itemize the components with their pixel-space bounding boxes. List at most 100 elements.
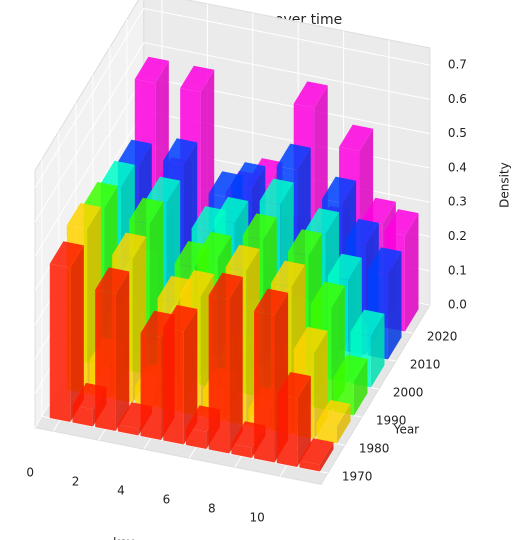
y-tick-label: 1980 xyxy=(359,442,390,456)
y-axis-label: Year xyxy=(393,422,419,436)
bar-top xyxy=(305,208,340,235)
bar-top xyxy=(191,206,226,233)
bar-top xyxy=(95,267,130,294)
bar xyxy=(350,309,385,388)
bar-top xyxy=(384,209,419,236)
bar-top xyxy=(293,326,328,354)
bar-top xyxy=(293,81,328,108)
bar-top xyxy=(322,176,357,204)
bar-side xyxy=(297,376,311,468)
bar-top xyxy=(259,178,294,205)
bar-front xyxy=(95,289,116,432)
bar-side xyxy=(183,308,198,445)
bar-front xyxy=(299,460,320,472)
bar-top xyxy=(180,270,215,297)
bar-top xyxy=(288,229,323,256)
y-tick-label: 2000 xyxy=(393,386,424,400)
bar-top xyxy=(271,260,306,288)
bar-side xyxy=(70,245,84,423)
bar-top xyxy=(180,65,215,93)
y-tick-label: 1970 xyxy=(342,470,373,484)
bar-top xyxy=(157,275,192,303)
bar-side xyxy=(336,403,351,444)
bar-top xyxy=(112,232,147,260)
bar-front xyxy=(276,394,298,468)
bar-side-shade xyxy=(183,308,198,445)
bar-top xyxy=(276,372,311,399)
bar-front xyxy=(163,327,184,445)
bar-side xyxy=(115,271,130,432)
x-tick-label: 0 xyxy=(26,466,34,480)
bar-top xyxy=(333,354,368,382)
bar-top xyxy=(146,176,181,204)
bar-top xyxy=(242,213,277,240)
bar xyxy=(163,304,198,445)
bar-top xyxy=(299,438,334,465)
z-tick-label: 0.6 xyxy=(448,92,467,106)
bar-top xyxy=(140,310,175,338)
x-axis-label: key xyxy=(113,536,134,540)
bar-side xyxy=(370,313,385,388)
bar-side xyxy=(353,358,368,416)
bar-front xyxy=(254,311,275,463)
grid-line xyxy=(34,7,430,188)
bar-side xyxy=(319,442,334,472)
bar-top xyxy=(276,143,311,171)
bar-side-shade xyxy=(229,276,243,454)
bar-front xyxy=(231,443,252,459)
bar xyxy=(316,399,351,444)
z-tick-label: 0.3 xyxy=(448,195,467,209)
x-tick-label: 8 xyxy=(208,502,216,516)
bar-side-shade xyxy=(115,271,130,432)
y-tick-label: 2020 xyxy=(427,330,458,344)
bar-top xyxy=(66,203,101,230)
bar-side-shade xyxy=(370,313,385,388)
bar-top xyxy=(339,124,374,152)
bar-front xyxy=(316,422,337,444)
bar-side-shade xyxy=(404,213,419,332)
bar-top xyxy=(231,162,266,189)
bar-side-shade xyxy=(387,251,402,360)
x-tick-label: 2 xyxy=(72,475,80,489)
bar-side-shade xyxy=(70,245,84,423)
bar-front xyxy=(72,405,93,427)
x-tick-label: 6 xyxy=(163,493,171,507)
x-tick-label: 4 xyxy=(117,484,125,498)
bar-top xyxy=(129,197,164,225)
bar-top xyxy=(225,244,260,272)
z-axis-label: Density xyxy=(497,162,511,208)
bar-top xyxy=(367,247,402,274)
bar-top xyxy=(316,399,351,427)
bar-front xyxy=(140,333,162,441)
bar-top xyxy=(208,272,243,300)
grid-line xyxy=(34,42,430,223)
bar-side-shade xyxy=(297,376,311,468)
bar-top xyxy=(163,304,198,332)
bar-top xyxy=(327,253,362,281)
bar-front xyxy=(117,424,139,436)
y-tick-label: 2010 xyxy=(410,358,441,372)
bar xyxy=(49,241,84,423)
bar-top xyxy=(344,218,379,246)
bar-side xyxy=(387,251,402,360)
z-tick-label: 0.4 xyxy=(448,160,467,174)
bar-top xyxy=(49,241,84,268)
z-tick-label: 0.1 xyxy=(448,263,467,277)
bar xyxy=(208,272,243,454)
bar-side-shade xyxy=(319,442,334,472)
bar-front xyxy=(49,263,71,423)
bar xyxy=(95,267,130,432)
bar-top xyxy=(83,181,118,209)
bar-top xyxy=(350,309,385,337)
bar xyxy=(276,372,311,468)
bar xyxy=(299,438,334,472)
bar-side-shade xyxy=(353,358,368,416)
bar-top xyxy=(134,56,169,84)
bar-top xyxy=(117,139,152,167)
x-tick-label: 10 xyxy=(250,511,265,525)
z-tick-label: 0.0 xyxy=(448,298,467,312)
y-tick-label: 1990 xyxy=(376,414,407,428)
bar-top xyxy=(208,171,243,198)
bar-front xyxy=(208,295,230,454)
